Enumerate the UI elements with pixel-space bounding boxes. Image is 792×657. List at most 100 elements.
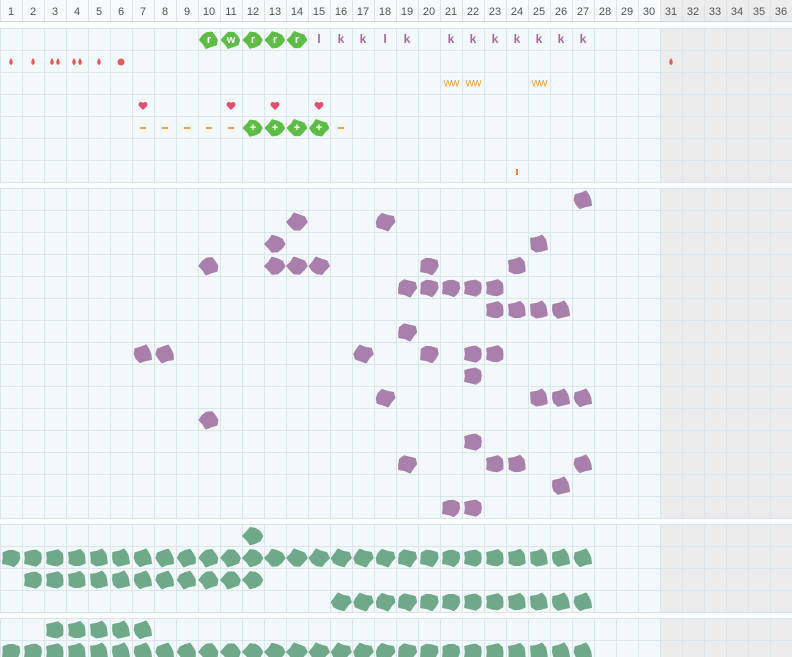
blob [508,300,526,319]
day-label: 23 [489,6,501,18]
day-label: 3 [52,6,58,18]
note-text: k [514,32,521,46]
blob [176,548,196,568]
note-text: WW [444,78,460,88]
blob [24,571,42,589]
blob [442,549,461,567]
blob [46,643,64,657]
tag-text: + [316,122,322,134]
blob [24,549,42,567]
blob [286,31,308,49]
blob [133,344,152,364]
blob [198,411,219,430]
day-label: 26 [555,6,567,18]
blob [573,190,592,210]
day-label: 14 [291,6,303,18]
blob [176,570,196,590]
blob [264,119,285,137]
drop-icon [669,58,673,65]
blob [420,643,439,657]
blob [486,455,504,473]
blob [573,592,592,612]
tag-text: r [207,34,212,46]
day-label: 33 [709,6,721,18]
blob [133,620,152,640]
blob [530,234,548,253]
blob [112,548,130,567]
day-label: 6 [118,6,124,18]
blob [330,592,352,612]
blob [24,643,42,657]
blob [242,643,264,657]
drop-icon [72,58,76,65]
blob [573,642,592,657]
blob [552,592,570,611]
blob [353,642,374,657]
day-label: 32 [687,6,699,18]
blob [68,643,86,657]
blob [508,548,526,567]
blob [198,549,219,568]
day-label: 28 [599,6,611,18]
note-text: k [536,32,543,46]
blob [198,571,219,590]
tag-text: r [251,34,256,46]
blob [155,548,174,568]
day-label: 18 [379,6,391,18]
day-label: 17 [357,6,369,18]
drop-icon [50,58,54,65]
blob [552,548,570,567]
blob [464,433,482,451]
day-label: 34 [731,6,743,18]
blob [264,234,286,253]
blob [198,257,219,276]
blob [353,548,374,568]
blob [155,570,174,590]
blob [464,549,482,567]
blob [353,592,374,612]
blob [46,621,64,639]
blob [508,592,526,611]
blob [112,642,130,657]
blob [420,549,439,568]
blob [420,345,439,364]
day-label: 35 [753,6,765,18]
blob [330,548,352,568]
note-text: k [558,32,565,46]
blob [398,279,418,298]
blob [420,279,439,298]
drop-icon [56,58,60,65]
blob [330,642,352,657]
blob [68,621,86,638]
blob [486,549,504,567]
day-label: 13 [269,6,281,18]
blob [552,388,570,407]
day-label: 27 [577,6,589,18]
blob [464,499,482,517]
blob [133,548,152,568]
note-text: l [383,32,386,46]
blob [353,344,374,364]
blob [398,455,418,474]
blob [264,642,286,657]
blob [68,571,86,588]
drop-icon [9,58,13,65]
blob [398,643,418,657]
day-label: 21 [445,6,457,18]
blob [2,644,21,657]
tag-text: + [294,122,300,134]
day-label: 8 [162,6,168,18]
blob [220,31,241,49]
blob [308,256,330,275]
note-text: WW [532,78,548,88]
blob [133,642,152,657]
blob [464,367,482,385]
day-label: 10 [203,6,215,18]
blob [398,323,418,342]
blob [442,593,461,611]
blob [198,643,219,657]
drop-icon [78,58,82,65]
day-label: 9 [184,6,190,18]
blob [530,592,548,611]
drop-icon [97,58,101,65]
